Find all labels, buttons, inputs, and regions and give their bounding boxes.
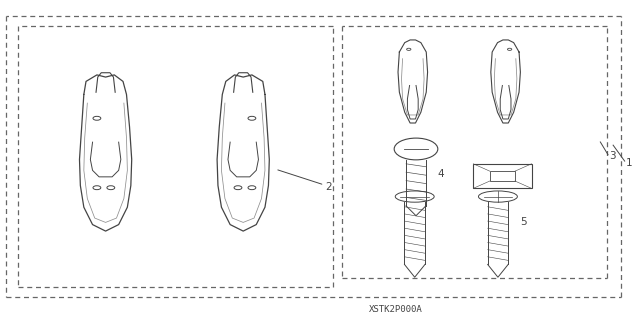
Text: 2: 2 (325, 182, 332, 192)
Text: 3: 3 (609, 151, 616, 161)
Text: 4: 4 (437, 169, 444, 179)
Text: XSTK2P000A: XSTK2P000A (369, 305, 422, 314)
Bar (474, 164, 531, 188)
Bar (490, 171, 515, 181)
Text: 1: 1 (626, 158, 632, 168)
Text: 5: 5 (520, 217, 527, 227)
